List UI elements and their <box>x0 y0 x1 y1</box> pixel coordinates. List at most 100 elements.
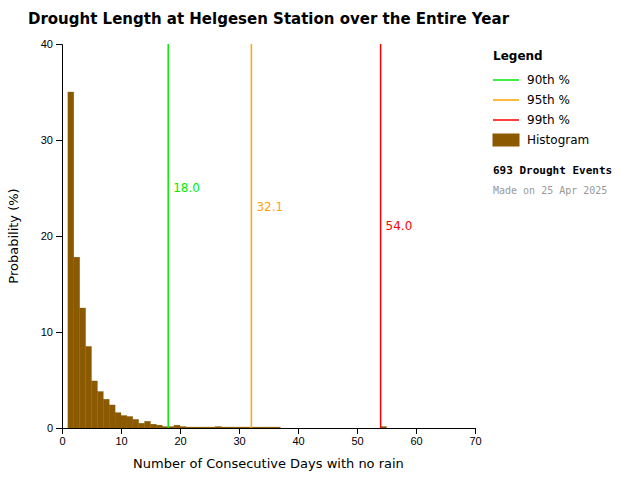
x-tick-mark <box>475 428 476 434</box>
histogram-bar <box>239 427 245 428</box>
histogram-bar <box>145 421 151 428</box>
y-tick-mark <box>56 236 62 237</box>
legend-swatch <box>493 79 519 81</box>
histogram-bar <box>316 428 322 429</box>
histogram-bar <box>328 428 334 429</box>
legend-label: 95th % <box>527 93 570 107</box>
histogram-bar <box>245 427 251 428</box>
histogram-bar <box>168 427 174 428</box>
x-tick-label: 20 <box>174 435 186 447</box>
y-tick: 10 <box>41 326 62 338</box>
legend-swatch <box>493 99 519 101</box>
histogram-bar <box>156 425 162 428</box>
legend-swatch <box>493 134 519 146</box>
x-tick-label: 60 <box>410 435 422 447</box>
y-axis: 0 10 20 30 40 <box>41 38 63 434</box>
y-tick-mark <box>56 140 62 141</box>
histogram-bar <box>345 428 351 429</box>
histogram-bar <box>115 413 121 428</box>
histogram-bar <box>162 427 168 428</box>
y-tick-mark <box>56 332 62 333</box>
legend-title: Legend <box>493 49 543 63</box>
y-tick-mark <box>56 44 62 45</box>
plot-area: 01020304050607001020304018.032.154.0 <box>41 38 482 447</box>
histogram-bar <box>363 428 369 429</box>
percentile-label: 32.1 <box>256 200 283 214</box>
histogram-bar <box>180 427 186 428</box>
x-tick-mark <box>180 428 181 434</box>
marks <box>68 44 387 428</box>
y-tick: 0 <box>47 422 62 434</box>
histogram-bar <box>280 428 286 429</box>
x-tick-label: 10 <box>115 435 127 447</box>
histogram-bar <box>398 428 404 429</box>
histogram-bar <box>269 427 275 428</box>
histogram-bar <box>387 428 393 429</box>
x-axis-title: Number of Consecutive Days with no rain <box>133 456 404 471</box>
histogram-bar <box>339 428 345 429</box>
histogram-bar <box>198 427 204 428</box>
x-axis-line <box>63 429 476 435</box>
histogram-bar <box>304 428 310 429</box>
x-tick-label: 0 <box>59 435 65 447</box>
legend-label: Histogram <box>527 133 589 147</box>
histogram-bar <box>86 346 92 428</box>
histogram-bar <box>80 308 86 428</box>
histogram-bar <box>369 428 375 429</box>
percentile-line <box>380 44 382 428</box>
histogram-bar <box>133 419 139 428</box>
x-tick: 0 <box>59 428 65 447</box>
histogram-bar <box>263 427 269 428</box>
histogram-bar <box>174 425 180 428</box>
y-tick: 40 <box>41 38 62 50</box>
percentile-label: 54.0 <box>386 219 413 233</box>
histogram-bar <box>127 416 133 428</box>
x-tick: 30 <box>233 428 245 447</box>
histogram-bar <box>322 428 328 429</box>
histogram-bar <box>286 428 292 429</box>
x-tick-mark <box>357 428 358 434</box>
y-tick: 20 <box>41 230 62 242</box>
histogram-bar <box>97 392 103 428</box>
y-tick-label: 0 <box>47 422 53 434</box>
legend-label: 99th % <box>527 113 570 127</box>
histogram-bar <box>186 427 192 428</box>
x-tick-mark <box>416 428 417 434</box>
y-axis-line <box>56 45 63 429</box>
histogram-bar <box>109 405 115 428</box>
x-tick-mark <box>239 428 240 434</box>
histogram-bar <box>298 428 304 429</box>
x-tick: 20 <box>174 428 186 447</box>
annotation: 693 Drought Events <box>493 164 612 177</box>
percentile-label: 18.0 <box>173 181 200 195</box>
chart-container: 01020304050607001020304018.032.154.0Drou… <box>0 0 640 480</box>
x-tick-mark <box>121 428 122 434</box>
legend: Legend90th %95th %99th %Histogram693 Dro… <box>493 49 612 196</box>
x-tick-label: 40 <box>292 435 304 447</box>
histogram-bar <box>381 427 387 428</box>
histogram-bar <box>233 427 239 428</box>
y-tick-label: 20 <box>41 230 53 242</box>
histogram-bar <box>310 428 316 429</box>
histogram-bar <box>257 427 263 428</box>
x-tick: 60 <box>410 428 422 447</box>
x-tick-label: 70 <box>469 435 481 447</box>
histogram-bar <box>204 427 210 428</box>
histogram-bar <box>416 428 422 429</box>
histogram-bar <box>333 428 339 429</box>
histogram-bar <box>404 428 410 429</box>
histogram-bar <box>215 427 221 428</box>
histogram-bar <box>410 428 416 429</box>
histogram-bar <box>227 427 233 428</box>
y-tick: 30 <box>41 134 62 146</box>
y-tick-mark <box>56 428 62 429</box>
chart-svg: 01020304050607001020304018.032.154.0Drou… <box>0 0 640 480</box>
x-tick: 70 <box>469 428 481 447</box>
histogram-bar <box>68 92 74 428</box>
histogram-bar <box>221 427 227 428</box>
legend-swatch <box>493 119 519 121</box>
x-tick: 10 <box>115 428 127 447</box>
histogram-bar <box>210 427 216 428</box>
bars <box>68 92 387 428</box>
histogram-bar <box>139 423 145 428</box>
